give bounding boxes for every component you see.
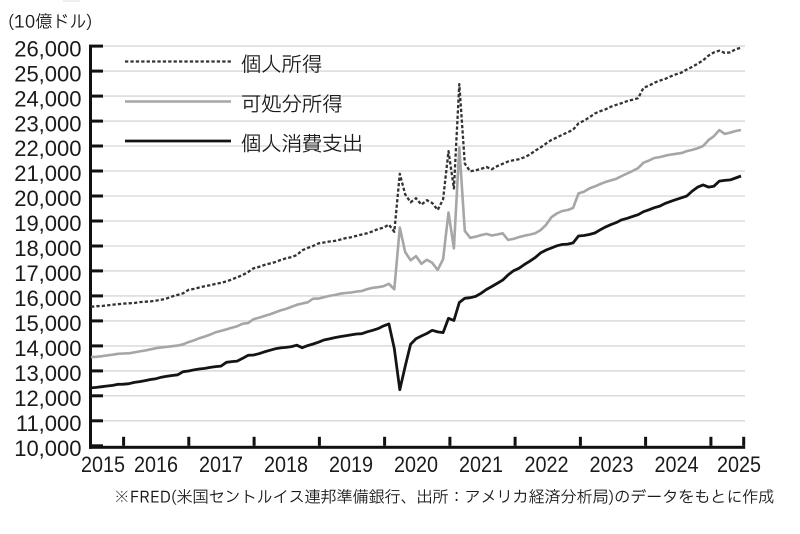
svg-text:2017: 2017 bbox=[199, 452, 243, 477]
svg-text:2015: 2015 bbox=[81, 452, 125, 477]
svg-text:16,000: 16,000 bbox=[14, 286, 81, 311]
svg-text:13,000: 13,000 bbox=[14, 361, 81, 386]
svg-text:2021: 2021 bbox=[459, 452, 503, 477]
svg-text:19,000: 19,000 bbox=[14, 211, 81, 236]
svg-text:2025: 2025 bbox=[717, 452, 761, 477]
svg-text:2019: 2019 bbox=[329, 452, 373, 477]
svg-text:15,000: 15,000 bbox=[14, 311, 81, 336]
svg-text:2023: 2023 bbox=[590, 452, 634, 477]
svg-text:11,000: 11,000 bbox=[16, 411, 82, 436]
svg-text:14,000: 14,000 bbox=[14, 336, 81, 361]
svg-text:17,000: 17,000 bbox=[14, 261, 81, 286]
svg-text:2024: 2024 bbox=[655, 452, 699, 477]
svg-text:2018: 2018 bbox=[264, 452, 308, 477]
svg-text:25,000: 25,000 bbox=[14, 61, 81, 86]
svg-text:26,000: 26,000 bbox=[14, 36, 81, 61]
svg-text:2022: 2022 bbox=[525, 452, 569, 477]
svg-text:21,000: 21,000 bbox=[14, 161, 81, 186]
svg-text:22,000: 22,000 bbox=[14, 136, 81, 161]
svg-text:12,000: 12,000 bbox=[14, 386, 81, 411]
svg-text:24,000: 24,000 bbox=[14, 86, 81, 111]
svg-text:2016: 2016 bbox=[134, 452, 178, 477]
svg-text:18,000: 18,000 bbox=[14, 236, 81, 261]
svg-text:20,000: 20,000 bbox=[14, 186, 81, 211]
svg-text:10,000: 10,000 bbox=[14, 436, 81, 461]
svg-text:2020: 2020 bbox=[394, 452, 438, 477]
svg-text:23,000: 23,000 bbox=[14, 111, 81, 136]
